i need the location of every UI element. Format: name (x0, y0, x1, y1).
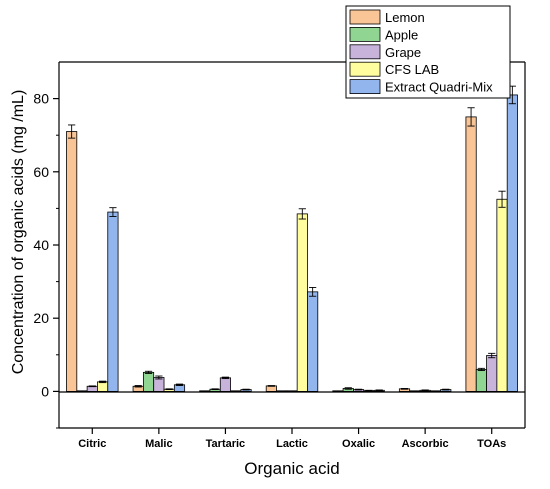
bar (409, 390, 421, 392)
bar (230, 390, 242, 392)
legend-swatch (349, 44, 381, 60)
legend: Lemon Apple Grape CFS LAB Extract Quadri-Mix (345, 5, 511, 99)
x-tick-label: Ascorbic (402, 438, 449, 450)
bar (296, 213, 308, 392)
y-tick-label: 40 (33, 237, 49, 253)
y-axis-title: Concentration of organic acids (mg /mL) (10, 90, 27, 375)
legend-label: Grape (385, 45, 421, 60)
bar (307, 291, 319, 392)
x-tick-label: TOAs (477, 438, 506, 450)
bar (475, 369, 487, 392)
legend-swatch (349, 9, 381, 25)
legend-label: Apple (385, 27, 418, 42)
error-bars (68, 85, 516, 392)
legend-swatch (349, 26, 381, 42)
bar (332, 390, 344, 392)
bar (429, 390, 442, 392)
bar (486, 355, 498, 392)
legend-label: CFS LAB (385, 62, 439, 77)
y-tick-label: 0 (41, 383, 49, 399)
bar (97, 381, 109, 392)
axes (58, 61, 526, 429)
x-ticks: Citric Malic Tartaric Lactic Oxalic Ascorbic T… (78, 428, 506, 450)
legend-swatch (349, 79, 381, 94)
x-tick-label: Tartaric (206, 438, 246, 450)
y-tick-label: 60 (33, 164, 49, 180)
x-tick-label: Oxalic (342, 438, 375, 450)
bar (286, 390, 298, 392)
bar (265, 385, 277, 392)
x-axis-title: Organic acid (244, 459, 339, 478)
x-tick-label: Malic (145, 438, 173, 450)
y-tick-label: 20 (33, 310, 49, 326)
legend-label: Extract Quadri-Mix (385, 80, 493, 95)
legend-label: Lemon (385, 10, 425, 25)
bars (66, 94, 518, 392)
y-tick-label: 80 (33, 91, 49, 107)
legend-swatch (349, 61, 381, 77)
bar (142, 371, 155, 392)
x-tick-label: Citric (78, 438, 106, 450)
bar (465, 116, 477, 392)
bar (219, 377, 231, 392)
bar (199, 390, 211, 392)
bar (153, 377, 165, 392)
bar (76, 390, 88, 392)
x-tick-label: Lactic (276, 438, 308, 450)
bar (506, 94, 518, 392)
bar (107, 211, 119, 392)
bar (66, 131, 78, 392)
bar (276, 390, 288, 392)
bar (496, 198, 508, 392)
y-ticks: 0 20 40 60 80 (33, 91, 59, 429)
